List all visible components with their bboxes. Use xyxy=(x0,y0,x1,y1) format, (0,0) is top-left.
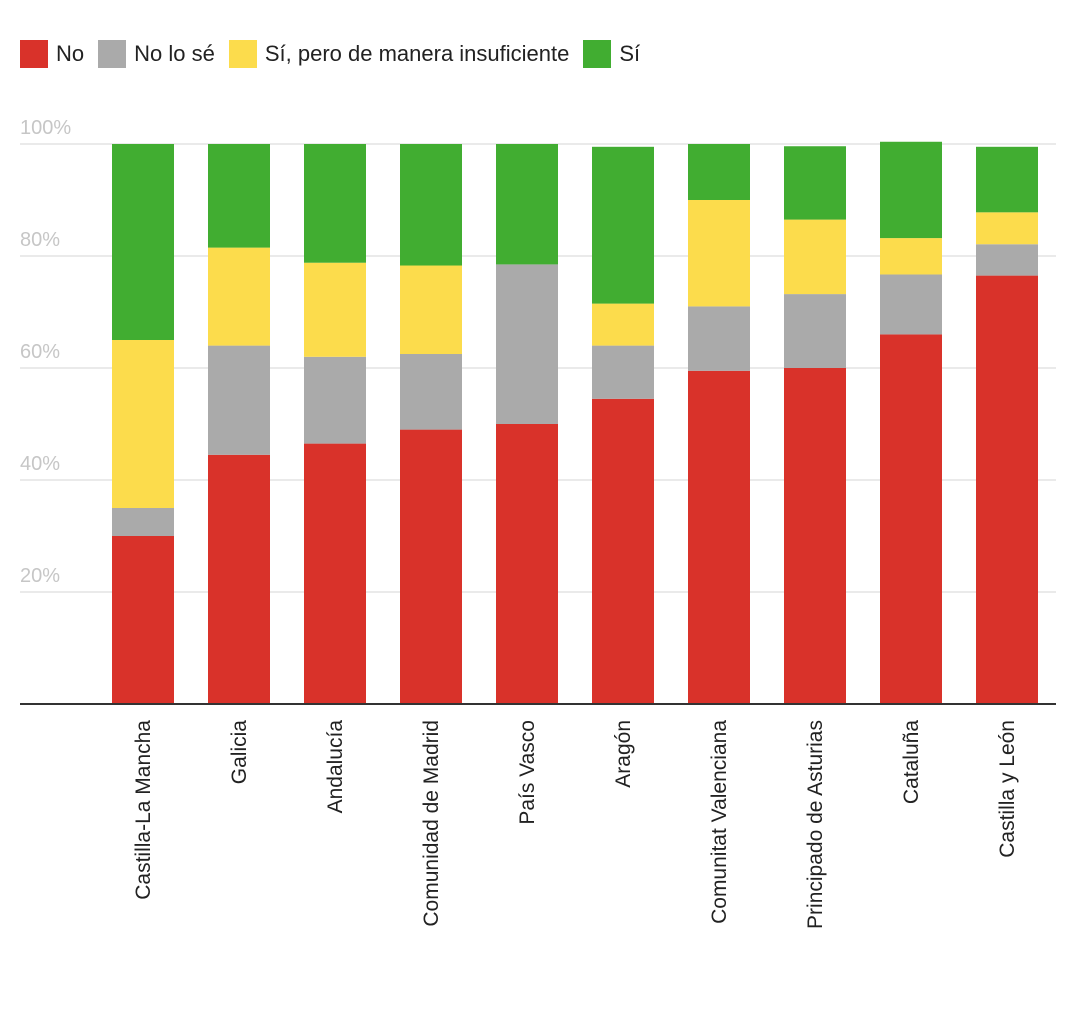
legend-label-si: Sí xyxy=(619,41,641,66)
bar-segment xyxy=(976,212,1038,245)
legend-label-si-insuficiente: Sí, pero de manera insuficiente xyxy=(264,41,570,66)
legend-swatch-si-insuficiente xyxy=(228,40,257,68)
bar-segment xyxy=(976,146,1038,213)
legend-swatch-no-lo-se xyxy=(98,40,127,68)
bar-segment xyxy=(688,200,750,307)
bar-segment xyxy=(784,294,846,368)
x-tick-label: Aragón xyxy=(612,720,635,788)
bar-segment xyxy=(592,146,654,304)
bar-segment xyxy=(688,144,750,200)
bar-segment xyxy=(400,144,462,266)
bar-segment xyxy=(304,356,366,444)
y-tick-label: 100% xyxy=(20,117,71,139)
bar-segment xyxy=(304,443,366,704)
bar-segment xyxy=(208,345,270,455)
x-tick-label: Comunidad de Madrid xyxy=(420,720,443,927)
bar-segment xyxy=(496,144,558,265)
bar-segment xyxy=(688,306,750,371)
x-tick-label: Castilla y León xyxy=(996,720,1019,858)
bar-segment xyxy=(880,141,942,239)
bar-segment xyxy=(592,303,654,346)
x-tick-label: Principado de Asturias xyxy=(804,720,827,929)
x-tick-label: Comunitat Valenciana xyxy=(708,720,731,924)
bar-segment xyxy=(496,424,558,704)
bar-segment xyxy=(592,345,654,399)
bar-segment xyxy=(304,262,366,357)
legend-label-no: No xyxy=(56,41,85,66)
bar-segment xyxy=(400,354,462,430)
bar-segment xyxy=(688,370,750,704)
x-tick-label: Andalucía xyxy=(324,720,347,814)
y-tick-label: 80% xyxy=(20,229,60,251)
bar-segment xyxy=(208,454,270,704)
legend-item-no: No xyxy=(20,40,84,68)
bar-segment xyxy=(112,340,174,508)
bar-segment xyxy=(784,219,846,295)
legend-label-no-lo-se: No lo sé xyxy=(134,41,215,66)
bar-segment xyxy=(784,368,846,704)
x-tick-label: País Vasco xyxy=(516,720,539,825)
bar-segment xyxy=(304,144,366,263)
bar-segment xyxy=(784,146,846,220)
bar-segment xyxy=(400,429,462,704)
legend-item-si: Sí xyxy=(583,40,640,68)
bar-segment xyxy=(880,334,942,704)
bar-segment xyxy=(208,247,270,346)
bar-segment xyxy=(592,398,654,704)
x-tick-label: Cataluña xyxy=(900,720,923,804)
bar-segment xyxy=(112,508,174,536)
y-tick-label: 20% xyxy=(20,565,60,587)
legend-swatch-si xyxy=(583,40,612,68)
bar-segment xyxy=(880,274,942,335)
legend-swatch-no xyxy=(20,40,48,68)
y-tick-label: 60% xyxy=(20,341,60,363)
y-tick-label: 40% xyxy=(20,453,60,475)
bar-segment xyxy=(112,144,174,340)
x-tick-label: Castilla-La Mancha xyxy=(132,720,155,900)
bar-segment xyxy=(496,264,558,424)
bar-segment xyxy=(880,238,942,275)
x-tick-label: Galicia xyxy=(228,720,251,785)
bar-segment xyxy=(112,536,174,704)
bar-segment xyxy=(976,244,1038,276)
legend: No No lo sé Sí, pero de manera insuficie… xyxy=(20,40,654,68)
bar-segment xyxy=(976,275,1038,704)
bar-segment xyxy=(208,144,270,248)
legend-item-no-lo-se: No lo sé xyxy=(98,40,215,68)
bar-segment xyxy=(400,265,462,354)
legend-item-si-insuficiente: Sí, pero de manera insuficiente xyxy=(228,40,570,68)
